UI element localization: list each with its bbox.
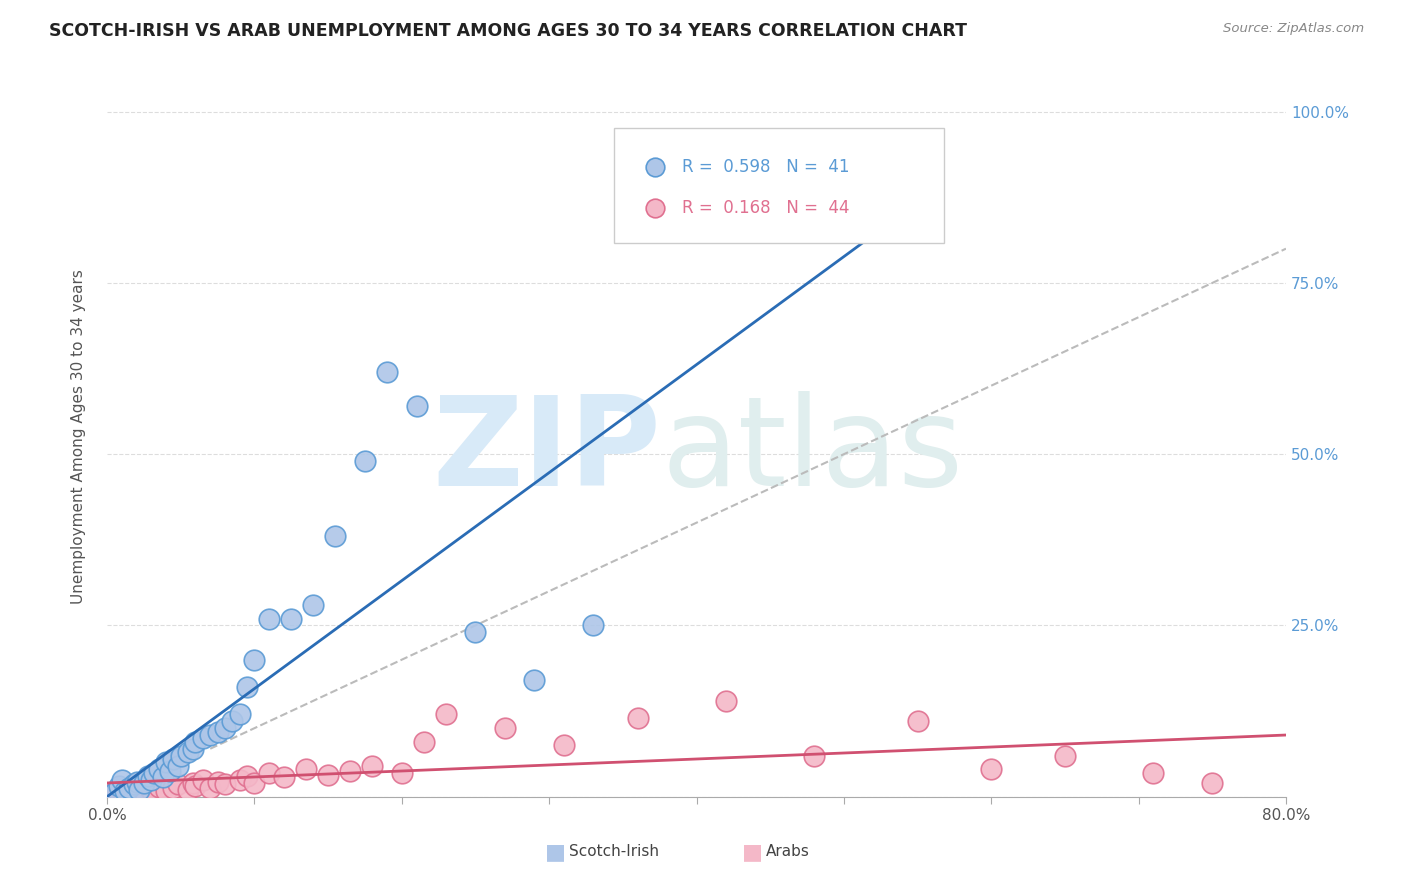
Point <box>103 786 125 800</box>
Point <box>184 780 207 794</box>
Point <box>243 776 266 790</box>
Point <box>155 756 177 770</box>
Point <box>907 714 929 729</box>
Point <box>325 529 347 543</box>
Point <box>177 745 200 759</box>
Point <box>295 762 318 776</box>
Point <box>155 784 177 798</box>
Point <box>132 776 155 790</box>
Point <box>405 399 427 413</box>
Point <box>159 764 181 778</box>
Point <box>141 782 163 797</box>
Point <box>626 711 648 725</box>
Point <box>464 625 486 640</box>
Point <box>354 454 377 468</box>
Point <box>111 784 134 798</box>
Point <box>782 229 804 244</box>
Point <box>257 765 280 780</box>
Point <box>148 780 170 794</box>
Point <box>143 765 166 780</box>
Point <box>191 731 214 746</box>
Text: atlas: atlas <box>661 391 963 512</box>
Point <box>714 694 737 708</box>
Point <box>114 784 136 798</box>
Point <box>434 707 457 722</box>
Point <box>339 764 361 778</box>
Point <box>118 781 141 796</box>
Point <box>494 721 516 735</box>
Point <box>980 762 1002 776</box>
Y-axis label: Unemployment Among Ages 30 to 34 years: Unemployment Among Ages 30 to 34 years <box>72 269 86 605</box>
Point <box>207 724 229 739</box>
Text: R =  0.598   N =  41: R = 0.598 N = 41 <box>682 159 849 177</box>
Point <box>207 774 229 789</box>
FancyBboxPatch shape <box>614 128 943 243</box>
Point <box>184 735 207 749</box>
Point <box>114 786 136 800</box>
Point <box>181 741 204 756</box>
Point <box>280 611 302 625</box>
Point <box>273 771 295 785</box>
Point <box>200 728 222 742</box>
Point <box>236 680 259 694</box>
Text: Scotch-Irish: Scotch-Irish <box>569 845 659 859</box>
Point <box>375 365 398 379</box>
Point <box>553 739 575 753</box>
Point <box>162 752 184 766</box>
Text: ■: ■ <box>546 842 565 862</box>
Point <box>128 782 150 797</box>
Point <box>685 160 707 174</box>
Point <box>101 786 124 800</box>
Point <box>1142 765 1164 780</box>
Point <box>98 788 121 802</box>
Point <box>122 786 145 800</box>
Text: Arabs: Arabs <box>766 845 810 859</box>
Point <box>1201 776 1223 790</box>
Point <box>152 771 174 785</box>
Point <box>125 774 148 789</box>
Point <box>302 598 325 612</box>
Point <box>177 782 200 797</box>
Point <box>162 781 184 796</box>
Text: Source: ZipAtlas.com: Source: ZipAtlas.com <box>1223 22 1364 36</box>
Point <box>148 762 170 776</box>
Point <box>108 787 131 801</box>
Point <box>138 769 160 783</box>
Point <box>141 772 163 787</box>
Point <box>181 776 204 790</box>
Point <box>412 735 434 749</box>
Point <box>132 784 155 798</box>
Point <box>214 721 236 735</box>
Point <box>361 759 384 773</box>
Point <box>170 748 193 763</box>
Point <box>118 782 141 797</box>
Point <box>228 772 250 787</box>
Point <box>166 777 188 791</box>
Text: SCOTCH-IRISH VS ARAB UNEMPLOYMENT AMONG AGES 30 TO 34 YEARS CORRELATION CHART: SCOTCH-IRISH VS ARAB UNEMPLOYMENT AMONG … <box>49 22 967 40</box>
Point <box>236 769 259 783</box>
Point <box>221 714 243 729</box>
Point <box>243 653 266 667</box>
Point <box>214 777 236 791</box>
Text: ■: ■ <box>742 842 762 862</box>
Point <box>1053 748 1076 763</box>
Point <box>122 777 145 791</box>
Point <box>138 780 160 794</box>
Point <box>166 759 188 773</box>
Point <box>782 190 804 204</box>
Point <box>803 748 825 763</box>
Point <box>582 618 605 632</box>
Text: ZIP: ZIP <box>433 391 661 512</box>
Point <box>111 772 134 787</box>
Point <box>316 768 339 782</box>
Point <box>191 772 214 787</box>
Point <box>523 673 546 688</box>
Point <box>391 765 413 780</box>
Point <box>257 611 280 625</box>
Point <box>125 781 148 796</box>
Point <box>200 781 222 796</box>
Text: R =  0.168   N =  44: R = 0.168 N = 44 <box>682 199 849 218</box>
Point <box>228 707 250 722</box>
Point <box>108 780 131 794</box>
